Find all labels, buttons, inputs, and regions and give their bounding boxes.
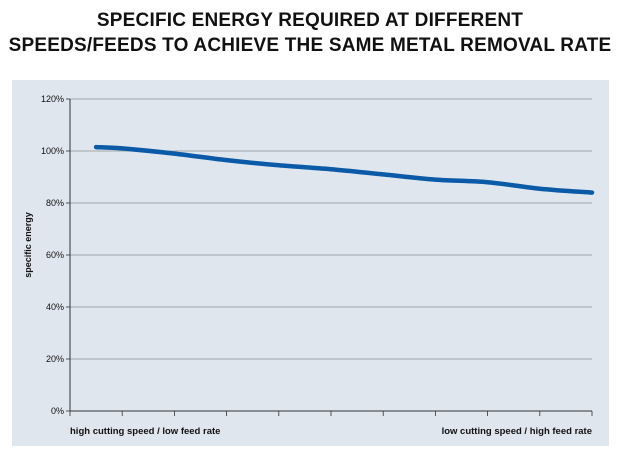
y-tick-label: 80% [46, 198, 64, 208]
chart-title-line-1: SPECIFIC ENERGY REQUIRED AT DIFFERENT [96, 10, 524, 31]
axes [69, 99, 593, 416]
x-axis-label-left: high cutting speed / low feed rate [70, 426, 220, 437]
chart-title-line-2: SPEEDS/FEEDS TO ACHIEVE THE SAME METAL R… [8, 35, 612, 56]
gridlines [66, 98, 592, 412]
y-tick-label: 40% [46, 302, 64, 312]
y-axis-label: specific energy [23, 212, 33, 278]
y-tick-labels: 0% 20% 40% 60% 80% 100% 120% [41, 94, 64, 416]
y-tick-label: 60% [46, 250, 64, 260]
y-tick-label: 0% [51, 406, 64, 416]
y-tick-label: 120% [41, 94, 64, 104]
data-series [93, 144, 595, 195]
plot-panel [12, 80, 609, 446]
y-tick-label: 100% [41, 146, 64, 156]
y-tick-label: 20% [46, 354, 64, 364]
series-line-0 [93, 144, 595, 195]
chart-title: SPECIFIC ENERGY REQUIRED AT DIFFERENT SP… [0, 8, 620, 58]
x-axis-label-right: low cutting speed / high feed rate [442, 426, 592, 437]
